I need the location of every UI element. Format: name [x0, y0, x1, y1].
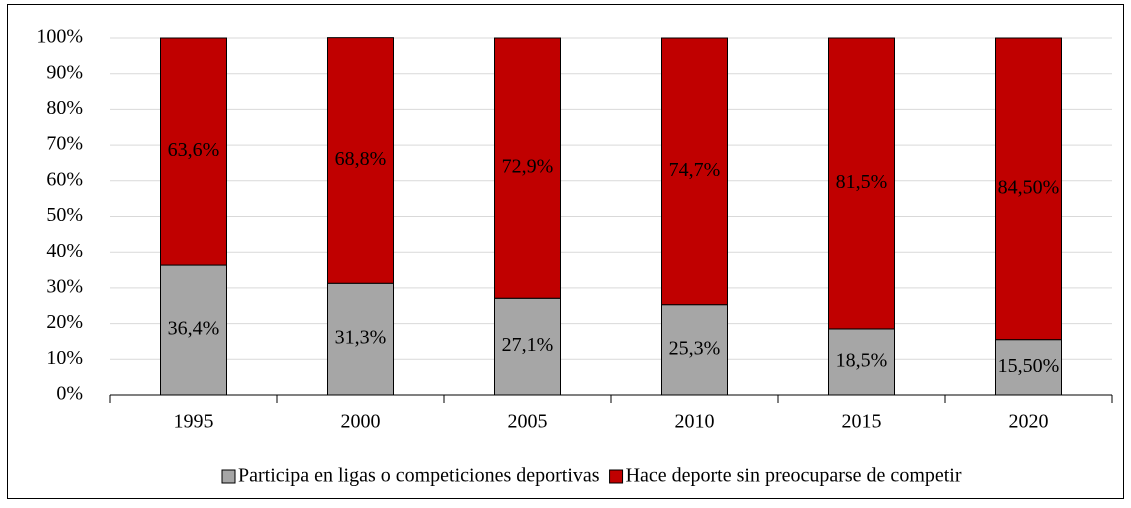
x-tick-label: 2020 [1009, 411, 1049, 433]
bar-segment [661, 304, 728, 396]
value-label: 27,1% [502, 334, 554, 356]
legend-swatch [221, 469, 236, 484]
y-tick-label: 60% [46, 168, 83, 190]
value-label: 31,3% [335, 327, 387, 349]
value-label: 18,5% [836, 350, 888, 372]
y-tick-label: 90% [46, 61, 83, 83]
y-tick-label: 50% [46, 204, 83, 226]
y-tick-label: 30% [46, 275, 83, 297]
x-tick-label: 2000 [341, 411, 381, 433]
x-tick-label: 2015 [842, 411, 882, 433]
y-tick-label: 20% [46, 311, 83, 333]
x-tick-label: 2005 [508, 411, 548, 433]
bar-segment [327, 37, 394, 284]
value-label: 36,4% [168, 318, 220, 340]
y-tick-label: 0% [56, 383, 83, 405]
x-tick-label: 1995 [174, 411, 214, 433]
bar-segment [828, 328, 895, 396]
bar-segment [828, 37, 895, 330]
value-label: 15,50% [998, 355, 1060, 377]
y-tick-label: 80% [46, 97, 83, 119]
y-tick-label: 100% [36, 26, 83, 48]
bar-segment [160, 37, 227, 266]
value-label: 72,9% [502, 156, 554, 178]
y-tick-label: 10% [46, 347, 83, 369]
bar-segment [494, 297, 561, 396]
value-label: 25,3% [669, 337, 721, 359]
value-label: 63,6% [168, 139, 220, 161]
y-tick-label: 40% [46, 240, 83, 262]
x-tick-label: 2010 [675, 411, 715, 433]
legend-label: Participa en ligas o competiciones depor… [238, 465, 600, 487]
bar-segment [494, 37, 561, 299]
value-label: 68,8% [335, 148, 387, 170]
bar-segment [995, 339, 1062, 396]
value-label: 74,7% [669, 159, 721, 181]
legend-swatch [609, 469, 624, 484]
bar-segment [995, 37, 1062, 341]
y-tick-label: 70% [46, 133, 83, 155]
bar-segment [661, 37, 728, 306]
value-label: 84,50% [998, 176, 1060, 198]
value-label: 81,5% [836, 171, 888, 193]
bar-segment [327, 282, 394, 396]
legend-label: Hace deporte sin preocuparse de competir [626, 465, 962, 487]
